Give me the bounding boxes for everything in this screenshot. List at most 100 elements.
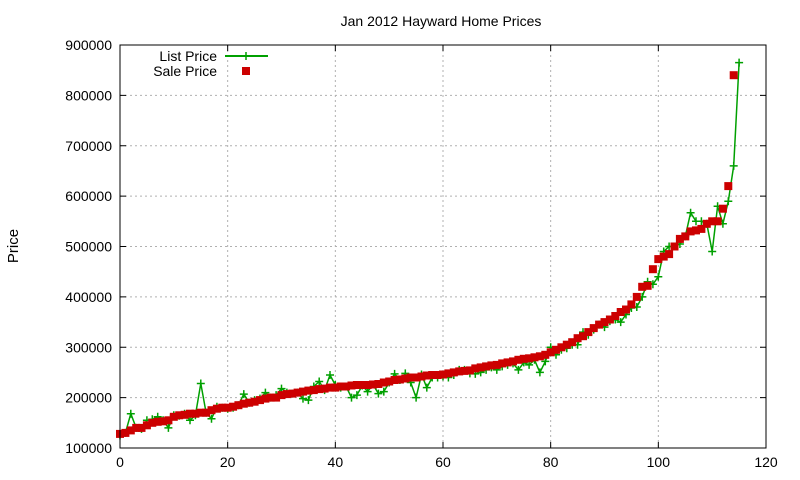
data-point-sale-price <box>605 315 614 324</box>
data-point-sale-price <box>261 394 270 403</box>
data-point-sale-price <box>487 361 496 370</box>
data-point-sale-price <box>239 399 248 408</box>
y-axis-label: Price <box>5 229 22 263</box>
data-point-sale-price <box>557 343 566 352</box>
legend-marker-sale-price <box>242 67 250 75</box>
data-point-sale-price <box>460 366 469 375</box>
data-point-sale-price <box>196 408 205 417</box>
data-point-sale-price <box>724 182 733 191</box>
y-tick-label: 400000 <box>65 289 112 305</box>
legend-label-sale-price: Sale Price <box>153 63 217 79</box>
data-point-sale-price <box>223 403 232 412</box>
data-point-sale-price <box>299 387 307 396</box>
data-point-sale-price <box>675 234 684 243</box>
data-point-sale-price <box>186 409 194 418</box>
data-point-sale-price <box>449 368 458 377</box>
grid <box>120 45 766 448</box>
data-point-sale-price <box>320 384 329 393</box>
data-point-sale-price <box>519 354 528 363</box>
data-point-sale-price <box>622 305 630 314</box>
data-point-sale-price <box>568 338 577 347</box>
data-point-list-price <box>299 394 307 403</box>
y-tick-label: 700000 <box>65 138 112 154</box>
x-tick-label: 20 <box>220 454 236 470</box>
chart-title: Jan 2012 Hayward Home Prices <box>341 13 542 29</box>
x-tick-label: 0 <box>116 454 124 470</box>
data-point-list-price <box>708 247 717 256</box>
data-point-sale-price <box>202 408 211 417</box>
data-point-list-price <box>422 383 431 392</box>
data-point-list-price <box>126 409 135 418</box>
data-point-list-price <box>654 272 663 281</box>
data-point-sale-price <box>358 381 367 389</box>
data-point-sale-price <box>153 417 162 426</box>
data-point-sale-price <box>632 292 641 301</box>
data-point-sale-price <box>169 412 178 421</box>
legend-marker-list-price <box>242 52 250 60</box>
data-point-sale-price <box>191 409 200 418</box>
data-point-list-price <box>616 318 625 327</box>
data-point-sale-price <box>589 324 598 333</box>
y-tick-label: 900000 <box>65 37 112 53</box>
data-point-sale-price <box>250 397 259 406</box>
data-point-sale-price <box>681 232 690 241</box>
data-point-list-price <box>315 377 324 386</box>
y-tick-label: 200000 <box>65 390 112 406</box>
data-point-list-price <box>729 161 738 170</box>
data-point-sale-price <box>379 378 388 387</box>
data-point-sale-price <box>708 217 717 226</box>
data-point-list-price <box>724 197 733 206</box>
data-point-sale-price <box>331 383 340 392</box>
data-point-sale-price <box>272 393 281 402</box>
data-point-sale-price <box>692 226 700 235</box>
data-point-sale-price <box>164 416 173 425</box>
data-point-sale-price <box>552 345 560 354</box>
data-point-sale-price <box>471 364 480 373</box>
data-point-sale-price <box>616 308 625 316</box>
data-point-sale-price <box>132 423 141 432</box>
data-point-list-price <box>374 389 383 398</box>
data-point-sale-price <box>395 375 404 384</box>
data-point-sale-price <box>514 355 523 364</box>
series-group <box>116 58 744 440</box>
data-point-sale-price <box>412 373 421 382</box>
data-point-sale-price <box>654 255 663 264</box>
data-point-sale-price <box>234 401 243 410</box>
data-point-sale-price <box>444 369 453 378</box>
data-point-sale-price <box>309 386 318 395</box>
data-point-sale-price <box>611 312 620 320</box>
data-point-list-price <box>326 371 334 379</box>
data-point-sale-price <box>207 406 216 415</box>
x-tick-label: 100 <box>647 454 671 470</box>
data-point-sale-price <box>584 328 593 337</box>
data-point-sale-price <box>137 423 146 432</box>
y-tick-label: 800000 <box>65 87 112 103</box>
x-tick-label: 80 <box>543 454 559 470</box>
data-point-sale-price <box>718 204 727 213</box>
y-tick-label: 100000 <box>65 440 112 456</box>
data-point-sale-price <box>401 374 410 383</box>
data-point-sale-price <box>433 371 442 379</box>
data-point-sale-price <box>422 371 431 380</box>
data-point-sale-price <box>729 71 738 80</box>
data-point-sale-price <box>595 320 604 329</box>
data-point-sale-price <box>670 242 679 251</box>
data-point-sale-price <box>245 398 254 407</box>
data-point-sale-price <box>600 318 609 327</box>
data-point-sale-price <box>638 282 647 291</box>
data-point-sale-price <box>218 403 227 412</box>
legend: List Price Sale Price <box>153 48 268 79</box>
data-point-sale-price <box>686 227 695 236</box>
data-point-sale-price <box>304 386 313 395</box>
data-point-sale-price <box>562 340 571 349</box>
plot-frame <box>119 44 767 449</box>
data-point-sale-price <box>648 265 657 274</box>
data-point-sale-price <box>465 366 474 375</box>
series-sale-price <box>116 71 738 438</box>
data-point-list-price <box>352 391 361 400</box>
data-point-sale-price <box>148 418 157 427</box>
data-point-sale-price <box>702 219 711 228</box>
data-point-sale-price <box>363 381 372 389</box>
data-point-sale-price <box>509 357 517 366</box>
data-point-list-price <box>196 379 205 388</box>
